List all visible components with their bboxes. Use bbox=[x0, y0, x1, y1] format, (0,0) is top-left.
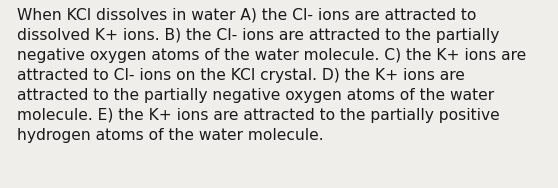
Text: When KCl dissolves in water A) the Cl- ions are attracted to
dissolved K+ ions. : When KCl dissolves in water A) the Cl- i… bbox=[17, 8, 526, 143]
